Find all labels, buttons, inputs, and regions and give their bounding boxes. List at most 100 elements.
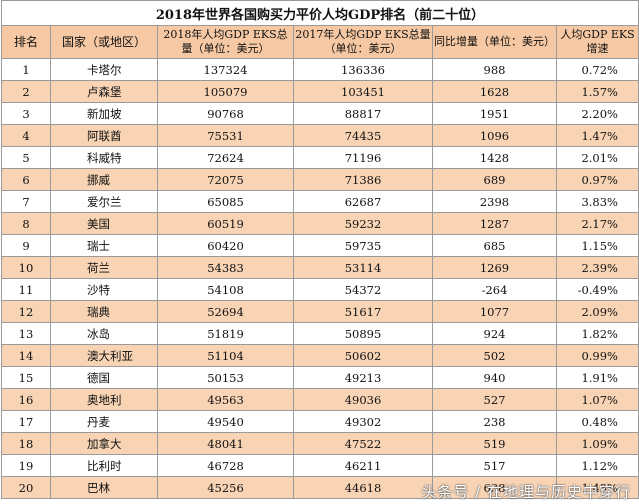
cell-gdp-2017: 49213	[293, 366, 433, 389]
cell-increase: 1428	[432, 146, 557, 169]
cell-rank: 1	[1, 58, 51, 81]
cell-country: 冰岛	[50, 322, 158, 345]
table-row: 10 荷兰 54383 53114 1269 2.39%	[1, 256, 639, 279]
cell-increase: 1096	[432, 124, 557, 147]
cell-rank: 9	[1, 234, 51, 257]
cell-country: 奥地利	[50, 388, 158, 411]
cell-gdp-2017: 51617	[293, 300, 433, 323]
cell-gdp-2018: 50153	[157, 366, 294, 389]
table-row: 15 德国 50153 49213 940 1.91%	[1, 366, 639, 389]
cell-country: 卢森堡	[50, 80, 158, 103]
header-increase: 同比增量（单位：美元）	[432, 25, 557, 59]
watermark-text: 头条号 / 在地理与历史中穿行	[421, 483, 631, 501]
cell-growth: -0.49%	[556, 278, 639, 301]
table-row: 20 巴林 45256 44618 638 1.43%	[1, 476, 639, 499]
cell-country: 挪威	[50, 168, 158, 191]
cell-increase: 638	[432, 476, 557, 499]
cell-growth: 2.20%	[556, 102, 639, 125]
cell-gdp-2017: 47522	[293, 432, 433, 455]
cell-gdp-2018: 54108	[157, 278, 294, 301]
cell-increase: 1628	[432, 80, 557, 103]
cell-growth: 1.57%	[556, 80, 639, 103]
cell-increase: 519	[432, 432, 557, 455]
cell-rank: 5	[1, 146, 51, 169]
cell-gdp-2018: 72624	[157, 146, 294, 169]
table-row: 14 澳大利亚 51104 50602 502 0.99%	[1, 344, 639, 367]
cell-country: 卡塔尔	[50, 58, 158, 81]
table-row: 9 瑞士 60420 59735 685 1.15%	[1, 234, 639, 257]
cell-rank: 13	[1, 322, 51, 345]
cell-growth: 2.01%	[556, 146, 639, 169]
table-body: 1 卡塔尔 137324 136336 988 0.72% 2 卢森堡 105079 103451…	[1, 58, 639, 499]
cell-increase: 685	[432, 234, 557, 257]
header-row: 排名 国家（或地区） 2018年人均GDP EKS总量（单位：美元） 2017年…	[1, 25, 639, 59]
cell-gdp-2018: 48041	[157, 432, 294, 455]
cell-growth: 2.17%	[556, 212, 639, 235]
cell-country: 新加坡	[50, 102, 158, 125]
cell-increase: 1077	[432, 300, 557, 323]
cell-growth: 1.43%	[556, 476, 639, 499]
cell-gdp-2017: 136336	[293, 58, 433, 81]
cell-country: 沙特	[50, 278, 158, 301]
cell-gdp-2017: 53114	[293, 256, 433, 279]
cell-rank: 3	[1, 102, 51, 125]
cell-growth: 1.91%	[556, 366, 639, 389]
cell-rank: 15	[1, 366, 51, 389]
cell-gdp-2017: 49302	[293, 410, 433, 433]
cell-growth: 1.07%	[556, 388, 639, 411]
cell-growth: 0.97%	[556, 168, 639, 191]
header-growth: 人均GDP EKS增速	[556, 25, 639, 59]
cell-gdp-2017: 59232	[293, 212, 433, 235]
cell-gdp-2017: 71386	[293, 168, 433, 191]
cell-rank: 19	[1, 454, 51, 477]
cell-gdp-2018: 49540	[157, 410, 294, 433]
cell-growth: 1.82%	[556, 322, 639, 345]
header-gdp-2017: 2017年人均GDP EKS总量（单位：美元）	[293, 25, 433, 59]
cell-growth: 1.15%	[556, 234, 639, 257]
cell-increase: 1287	[432, 212, 557, 235]
header-gdp-2018: 2018年人均GDP EKS总量（单位：美元）	[157, 25, 294, 59]
cell-increase: 689	[432, 168, 557, 191]
cell-rank: 11	[1, 278, 51, 301]
cell-gdp-2018: 60519	[157, 212, 294, 235]
table-row: 1 卡塔尔 137324 136336 988 0.72%	[1, 58, 639, 81]
table-row: 18 加拿大 48041 47522 519 1.09%	[1, 432, 639, 455]
table-row: 16 奥地利 49563 49036 527 1.07%	[1, 388, 639, 411]
cell-country: 丹麦	[50, 410, 158, 433]
cell-country: 加拿大	[50, 432, 158, 455]
cell-gdp-2017: 50602	[293, 344, 433, 367]
cell-gdp-2018: 51819	[157, 322, 294, 345]
cell-gdp-2018: 65085	[157, 190, 294, 213]
cell-gdp-2017: 103451	[293, 80, 433, 103]
cell-growth: 2.09%	[556, 300, 639, 323]
cell-rank: 12	[1, 300, 51, 323]
cell-rank: 4	[1, 124, 51, 147]
cell-rank: 14	[1, 344, 51, 367]
table-row: 2 卢森堡 105079 103451 1628 1.57%	[1, 80, 639, 103]
cell-gdp-2017: 44618	[293, 476, 433, 499]
cell-rank: 10	[1, 256, 51, 279]
cell-rank: 8	[1, 212, 51, 235]
cell-growth: 2.39%	[556, 256, 639, 279]
cell-increase: 517	[432, 454, 557, 477]
cell-rank: 7	[1, 190, 51, 213]
cell-country: 瑞士	[50, 234, 158, 257]
header-country: 国家（或地区）	[50, 25, 158, 59]
cell-country: 爱尔兰	[50, 190, 158, 213]
cell-increase: 2398	[432, 190, 557, 213]
table-row: 19 比利时 46728 46211 517 1.12%	[1, 454, 639, 477]
cell-rank: 2	[1, 80, 51, 103]
cell-gdp-2018: 49563	[157, 388, 294, 411]
cell-country: 科威特	[50, 146, 158, 169]
cell-gdp-2017: 59735	[293, 234, 433, 257]
cell-gdp-2018: 45256	[157, 476, 294, 499]
cell-gdp-2018: 72075	[157, 168, 294, 191]
cell-rank: 17	[1, 410, 51, 433]
cell-rank: 6	[1, 168, 51, 191]
cell-increase: 527	[432, 388, 557, 411]
cell-gdp-2017: 62687	[293, 190, 433, 213]
cell-gdp-2017: 71196	[293, 146, 433, 169]
cell-gdp-2017: 46211	[293, 454, 433, 477]
cell-gdp-2018: 46728	[157, 454, 294, 477]
